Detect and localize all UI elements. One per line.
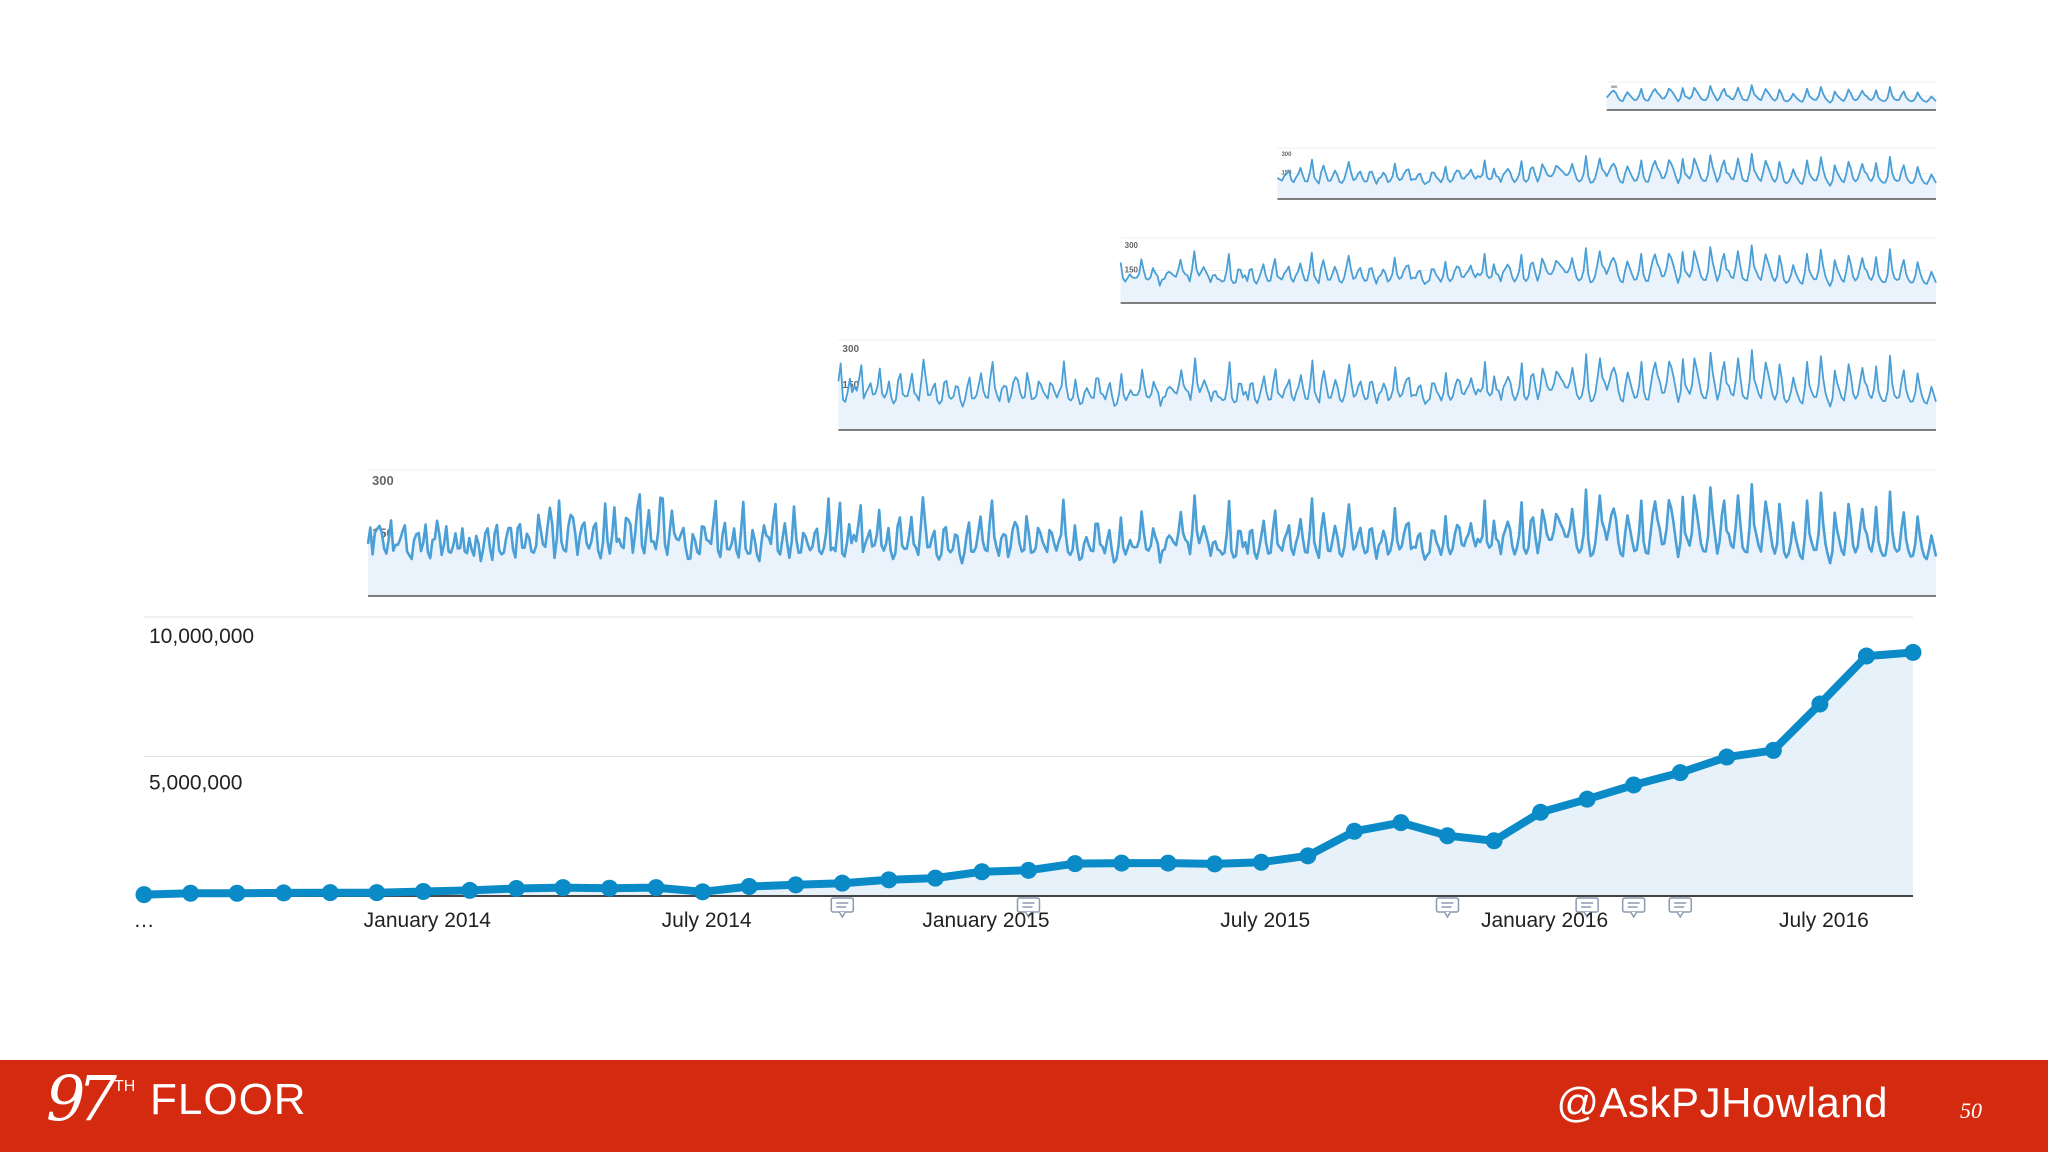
- annotation-bubble: [1621, 897, 1646, 913]
- sparkline-tick-label: 300: [1281, 152, 1292, 158]
- data-point: [1718, 748, 1736, 766]
- data-point: [880, 871, 898, 889]
- sparkline-tick-label: 300: [842, 344, 859, 355]
- data-point: [787, 876, 805, 894]
- x-tick-label: July 2015: [1220, 909, 1310, 932]
- data-point: [1206, 855, 1224, 873]
- x-tick-label: July 2016: [1779, 909, 1869, 932]
- sparkline-tick-label: 300: [1125, 241, 1139, 250]
- sparkline-series-line: [837, 349, 1937, 408]
- comment-icon: [830, 897, 855, 919]
- data-point: [1811, 695, 1829, 713]
- footer-bar: 97 TH FLOOR @AskPJHowland 50: [0, 1060, 2048, 1152]
- logo-superscript: TH: [114, 1078, 136, 1095]
- data-point: [507, 879, 525, 897]
- data-point: [1252, 853, 1270, 871]
- data-point: [1066, 855, 1084, 873]
- logo-wordmark: FLOOR: [150, 1075, 307, 1124]
- data-point: [926, 869, 944, 887]
- comment-icon: [1575, 897, 1599, 919]
- comment-icon: [1016, 897, 1041, 919]
- annotation-tail: [1676, 911, 1684, 919]
- sparkline-tick-label: 300: [1611, 84, 1618, 89]
- comment-icon: [1621, 897, 1646, 919]
- data-point: [1159, 854, 1177, 872]
- sparkline-tick-label: 150: [1125, 266, 1139, 275]
- data-point: [414, 883, 432, 901]
- sparkline-series-line: [1119, 244, 1937, 287]
- x-tick-label: …: [134, 909, 155, 932]
- logo-number: 97: [46, 1062, 117, 1135]
- annotation-bubble: [1435, 897, 1460, 913]
- data-point: [694, 883, 712, 901]
- comment-icon: [1668, 897, 1692, 919]
- data-point: [321, 884, 339, 902]
- data-point: [554, 879, 572, 897]
- sparkline-series-line: [1276, 152, 1937, 187]
- annotation-bubble: [1668, 897, 1692, 913]
- data-point: [973, 863, 991, 881]
- sparkline-series-line: [366, 483, 1938, 565]
- data-point: [1113, 854, 1131, 872]
- x-tick-label: July 2014: [662, 909, 752, 932]
- page-number: 50: [1960, 1098, 1982, 1123]
- data-point: [1578, 790, 1596, 808]
- data-point: [1020, 861, 1037, 879]
- x-tick-label: January 2014: [364, 909, 492, 932]
- data-point: [135, 886, 153, 904]
- data-point: [275, 884, 293, 902]
- annotation-tail: [1583, 911, 1591, 919]
- data-point: [182, 884, 200, 902]
- y-tick-label: 5,000,000: [149, 772, 242, 795]
- data-point: [740, 878, 758, 896]
- sparkline-series-line: [1606, 84, 1937, 104]
- data-point: [1625, 776, 1643, 794]
- main-traffic-chart: 10,000,000 5,000,000 … January 2014 July 201…: [134, 616, 1922, 932]
- data-point: [601, 879, 619, 897]
- data-point: [368, 884, 386, 902]
- data-point: [647, 879, 665, 897]
- data-point: [228, 884, 246, 902]
- data-point: [1764, 741, 1782, 759]
- data-point: [1485, 832, 1503, 850]
- sparkline-area: [1120, 245, 1936, 303]
- data-point: [1532, 803, 1550, 821]
- annotation-bubble: [830, 897, 855, 913]
- data-point: [461, 881, 479, 899]
- data-point: [1345, 822, 1363, 840]
- sparkline-tick-label: 300: [372, 473, 394, 488]
- data-point: [1671, 764, 1689, 782]
- brand-logo: 97 TH FLOOR: [46, 1068, 366, 1138]
- y-tick-label: 10,000,000: [149, 625, 254, 648]
- data-point: [1299, 847, 1317, 865]
- data-point: [833, 874, 851, 892]
- x-tick-label: January 2016: [1481, 909, 1608, 932]
- annotation-tail: [1630, 911, 1638, 919]
- sparkline-area: [838, 350, 1936, 430]
- main-area-fill: [144, 652, 1913, 896]
- data-point: [1392, 814, 1410, 832]
- comment-icon: [1435, 897, 1460, 919]
- annotation-tail: [1024, 911, 1033, 919]
- twitter-handle: @AskPJHowland: [1556, 1079, 1888, 1126]
- data-point: [1438, 827, 1456, 845]
- data-point: [1904, 643, 1922, 661]
- sparkline-chart-medium: 300 150: [1119, 237, 1937, 304]
- data-point: [1857, 647, 1875, 665]
- x-tick-label: January 2015: [922, 909, 1049, 932]
- annotation-tail: [838, 911, 846, 919]
- annotation-tail: [1443, 911, 1452, 919]
